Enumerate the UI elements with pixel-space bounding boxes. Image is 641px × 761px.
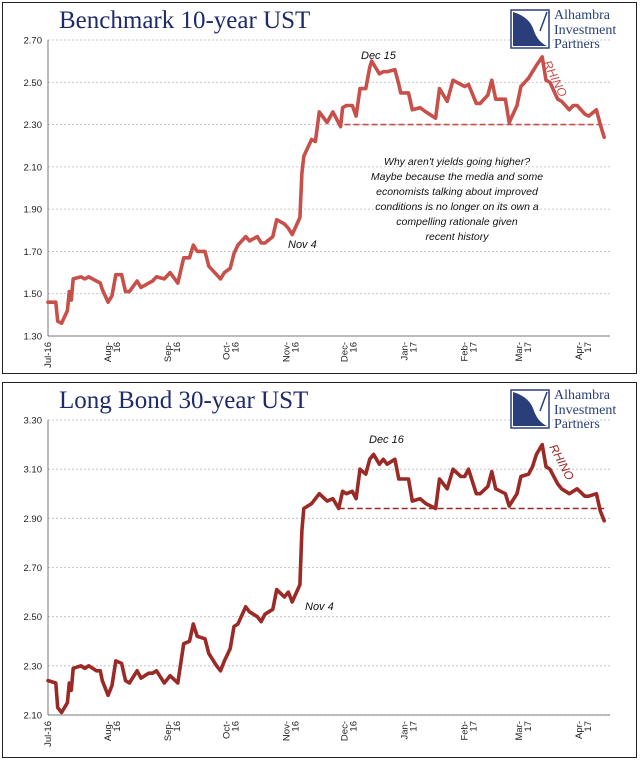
x-tick-label: Nov-16 bbox=[281, 721, 301, 741]
y-tick-label: 2.50 bbox=[24, 78, 43, 89]
y-tick-label: 2.30 bbox=[24, 661, 43, 672]
x-tick-label: Jul-16 bbox=[43, 342, 54, 368]
annotation-peak: Dec 15 bbox=[361, 50, 397, 62]
annotation-peak: Dec 16 bbox=[369, 434, 405, 446]
chart-30y-svg: 2.10 2.30 2.50 2.70 2.90 3.10 3.30 Jul-16 Aug-16… bbox=[24, 416, 610, 747]
x-tick-label: Mar-17 bbox=[514, 721, 534, 741]
x-tick-label: Apr-17 bbox=[574, 721, 594, 739]
x-tick-label: Sep-16 bbox=[163, 342, 183, 362]
alhambra-logo-icon bbox=[510, 389, 550, 429]
series-line bbox=[46, 442, 607, 715]
x-tick-label: Dec-16 bbox=[340, 342, 360, 362]
alhambra-logo: Alhambra Investment Partners bbox=[510, 8, 630, 59]
x-tick-label: Mar-17 bbox=[514, 342, 534, 362]
x-tick-label: Aug-16 bbox=[103, 721, 123, 741]
x-tick-label: Nov-16 bbox=[281, 342, 301, 362]
x-tick-label: Apr-17 bbox=[574, 342, 594, 360]
y-tick-label: 2.30 bbox=[24, 120, 43, 131]
y-tick-label: 2.90 bbox=[24, 514, 43, 525]
y-tick-label: 1.50 bbox=[24, 289, 43, 300]
y-tick-label: 2.50 bbox=[24, 612, 43, 623]
y-tick-label: 2.10 bbox=[24, 711, 43, 722]
series-line bbox=[46, 55, 607, 326]
y-tick-label: 3.30 bbox=[24, 416, 43, 427]
x-tick-label: Jan-17 bbox=[400, 721, 420, 739]
chart-panel-10y: 1.30 1.50 1.70 1.90 2.10 2.30 2.50 2.70 Jul-16 Au… bbox=[2, 2, 637, 374]
chart-title: Long Bond 30-year UST bbox=[59, 387, 309, 414]
y-tick-label: 2.70 bbox=[24, 563, 43, 574]
x-tick-label: Dec-16 bbox=[340, 721, 360, 741]
annotation-low: Nov 4 bbox=[305, 601, 334, 613]
y-tick-label: 1.70 bbox=[24, 247, 43, 258]
y-tick-label: 1.30 bbox=[24, 332, 43, 343]
annotation-low: Nov 4 bbox=[288, 239, 317, 251]
annotation-rhino: RHINO bbox=[546, 442, 577, 483]
y-tick-label: 1.90 bbox=[24, 205, 43, 216]
chart-title: Benchmark 10-year UST bbox=[59, 7, 311, 34]
logo-line-2: Investment bbox=[554, 402, 617, 418]
x-tick-label: Oct-16 bbox=[221, 721, 241, 739]
logo-line-3: Partners bbox=[554, 417, 600, 432]
x-tick-label: Jan-17 bbox=[400, 342, 420, 360]
logo-line-1: Alhambra bbox=[554, 8, 610, 23]
alhambra-logo: Alhambra Investment Partners bbox=[510, 388, 630, 439]
logo-line-3: Partners bbox=[554, 37, 600, 52]
y-tick-label: 2.10 bbox=[24, 162, 43, 173]
logo-line-1: Alhambra bbox=[554, 388, 610, 403]
x-tick-label: Sep-16 bbox=[163, 721, 183, 741]
x-tick-label: Aug-16 bbox=[103, 342, 123, 362]
logo-line-2: Investment bbox=[554, 22, 617, 38]
chart-10y-svg: 1.30 1.50 1.70 1.90 2.10 2.30 2.50 2.70 Jul-16 Au… bbox=[24, 36, 610, 368]
y-tick-label: 2.70 bbox=[24, 36, 43, 47]
commentary-note: Why aren't yields going higher? Maybe bec… bbox=[371, 156, 543, 243]
chart-panel-30y: 2.10 2.30 2.50 2.70 2.90 3.10 3.30 Jul-16 Aug-16… bbox=[2, 382, 637, 758]
alhambra-logo-icon bbox=[510, 9, 550, 49]
x-tick-label: Feb-17 bbox=[460, 342, 480, 362]
y-tick-label: 3.10 bbox=[24, 465, 43, 476]
x-tick-label: Jul-16 bbox=[43, 721, 54, 747]
x-tick-label: Feb-17 bbox=[460, 721, 480, 741]
x-tick-label: Oct-16 bbox=[221, 342, 241, 360]
